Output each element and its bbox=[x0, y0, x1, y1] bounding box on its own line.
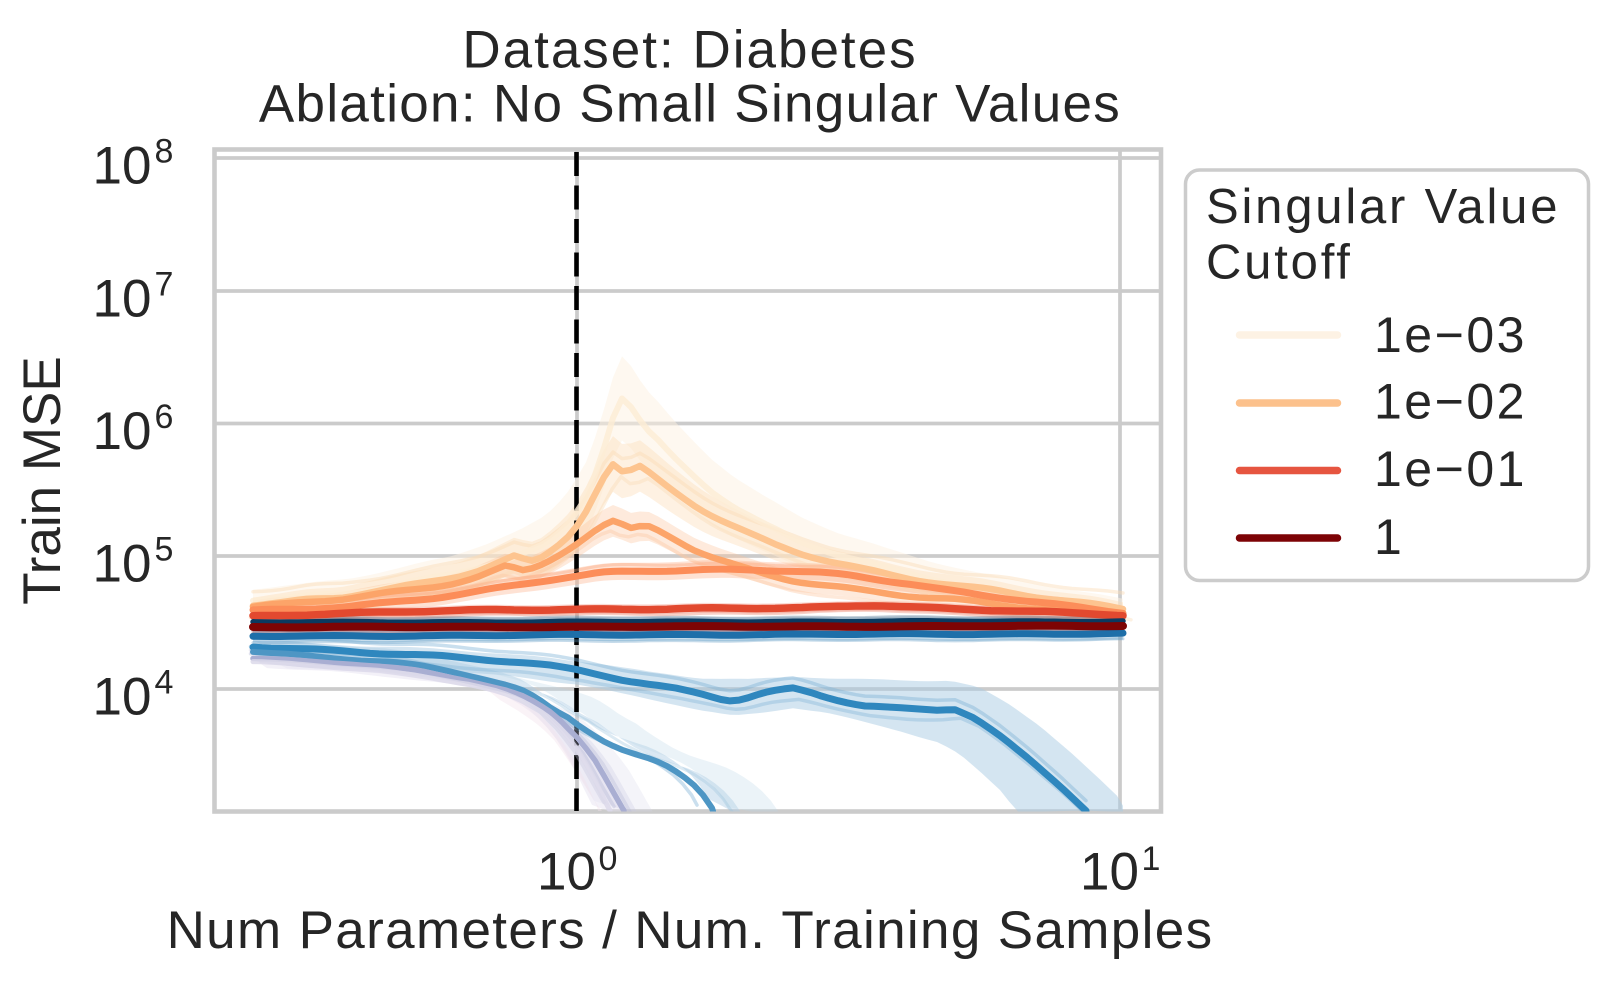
svg-text:Train MSE: Train MSE bbox=[13, 356, 72, 604]
svg-text:10: 10 bbox=[93, 402, 152, 461]
svg-text:6: 6 bbox=[155, 398, 174, 436]
svg-text:1: 1 bbox=[1142, 840, 1161, 878]
svg-text:1e−03: 1e−03 bbox=[1374, 307, 1527, 363]
svg-text:10: 10 bbox=[93, 270, 152, 329]
svg-text:Singular Value: Singular Value bbox=[1206, 180, 1560, 234]
svg-text:5: 5 bbox=[155, 531, 174, 569]
svg-text:1: 1 bbox=[1374, 509, 1404, 565]
svg-text:4: 4 bbox=[155, 664, 174, 702]
svg-text:0: 0 bbox=[599, 840, 618, 878]
svg-text:1e−01: 1e−01 bbox=[1374, 441, 1527, 497]
svg-text:Num Parameters / Num. Training: Num Parameters / Num. Training Samples bbox=[167, 901, 1214, 960]
svg-text:Ablation: No Small Singular Va: Ablation: No Small Singular Values bbox=[259, 74, 1121, 133]
svg-text:10: 10 bbox=[537, 843, 596, 902]
svg-text:Dataset: Diabetes: Dataset: Diabetes bbox=[462, 21, 917, 80]
svg-text:10: 10 bbox=[93, 535, 152, 594]
svg-text:10: 10 bbox=[93, 137, 152, 196]
svg-text:10: 10 bbox=[1080, 843, 1139, 902]
svg-text:8: 8 bbox=[155, 133, 174, 171]
svg-text:1e−02: 1e−02 bbox=[1374, 373, 1527, 429]
svg-text:Cutoff: Cutoff bbox=[1206, 235, 1353, 289]
svg-text:10: 10 bbox=[93, 668, 152, 727]
svg-text:7: 7 bbox=[155, 266, 174, 304]
